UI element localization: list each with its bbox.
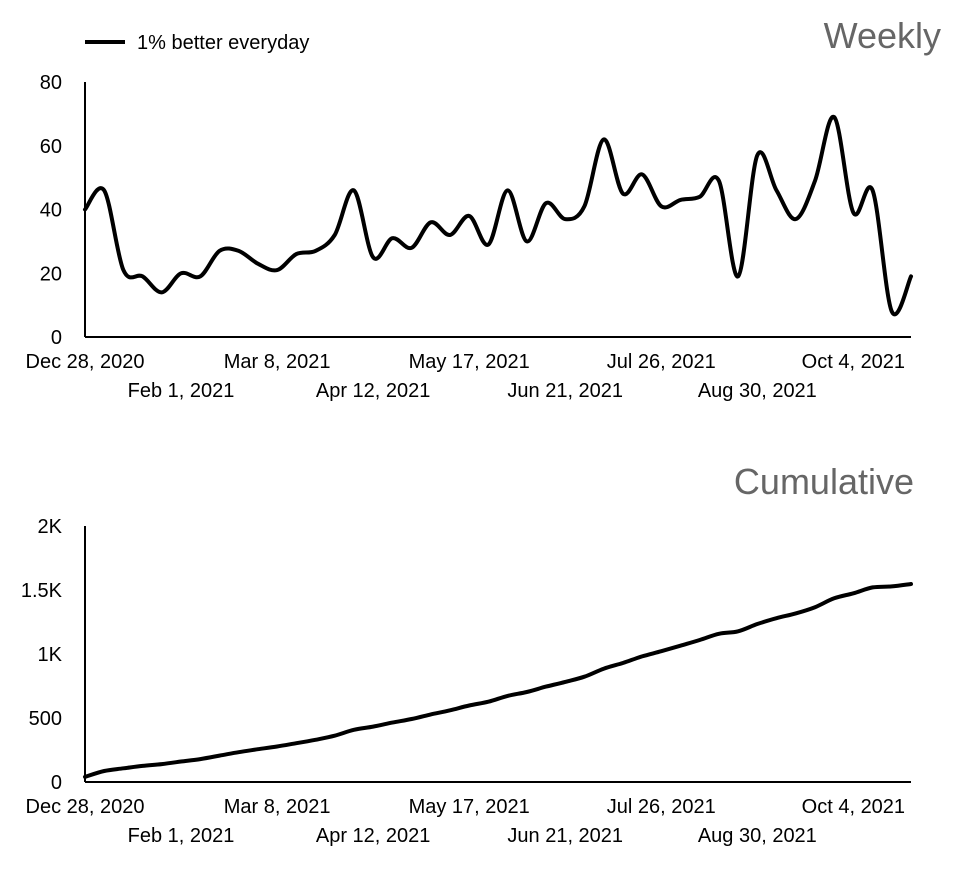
cumulative-y-axis-ticks: 0 500 1K 1.5K 2K [21,516,63,794]
weekly-series-line [83,115,913,317]
weekly-y-tick-label: 40 [40,200,62,222]
weekly-x-tick-label: Jul 26, 2021 [607,351,716,373]
cumulative-series-line [83,582,913,779]
weekly-x-tick-label: Feb 1, 2021 [128,380,235,402]
weekly-x-tick-label: Aug 30, 2021 [698,380,817,402]
cumulative-x-tick-label: Dec 28, 2020 [26,796,145,818]
chart-title-weekly: Weekly [824,15,941,56]
cumulative-y-tick-label: 0 [51,772,62,794]
weekly-chart: Weekly 0 20 40 60 80 Dec 28, 2020 Feb 1, 2021… [26,15,941,402]
cumulative-x-tick-label: Mar 8, 2021 [224,796,331,818]
cumulative-x-tick-label: Jul 26, 2021 [607,796,716,818]
cumulative-y-tick-label: 1.5K [21,580,63,602]
cumulative-x-axis-ticks: Dec 28, 2020 Feb 1, 2021 Mar 8, 2021 Apr 12… [26,796,906,847]
weekly-y-tick-label: 0 [51,327,62,349]
weekly-y-axis-ticks: 0 20 40 60 80 [40,72,62,349]
legend: 1% better everyday [85,32,309,54]
weekly-y-tick-label: 60 [40,136,62,158]
cumulative-x-tick-label: Oct 4, 2021 [802,796,905,818]
legend-label: 1% better everyday [137,32,309,54]
cumulative-x-tick-label: May 17, 2021 [409,796,530,818]
weekly-x-tick-label: May 17, 2021 [409,351,530,373]
cumulative-x-tick-label: Apr 12, 2021 [316,825,431,847]
cumulative-chart: Cumulative 0 500 1K 1.5K 2K Dec 28, 2020 Feb … [21,461,914,847]
weekly-x-tick-label: Dec 28, 2020 [26,351,145,373]
cumulative-y-tick-label: 2K [38,516,63,538]
cumulative-x-tick-label: Jun 21, 2021 [507,825,623,847]
weekly-x-axis-ticks: Dec 28, 2020 Feb 1, 2021 Mar 8, 2021 Apr 12… [26,351,906,402]
weekly-x-tick-label: Oct 4, 2021 [802,351,905,373]
weekly-y-tick-label: 20 [40,263,62,285]
weekly-x-tick-label: Jun 21, 2021 [507,380,623,402]
weekly-x-tick-label: Mar 8, 2021 [224,351,331,373]
cumulative-x-tick-label: Aug 30, 2021 [698,825,817,847]
weekly-y-tick-label: 80 [40,72,62,94]
weekly-x-tick-label: Apr 12, 2021 [316,380,431,402]
cumulative-y-tick-label: 500 [29,708,62,730]
cumulative-x-tick-label: Feb 1, 2021 [128,825,235,847]
cumulative-y-tick-label: 1K [38,644,63,666]
chart-title-cumulative: Cumulative [734,461,914,502]
